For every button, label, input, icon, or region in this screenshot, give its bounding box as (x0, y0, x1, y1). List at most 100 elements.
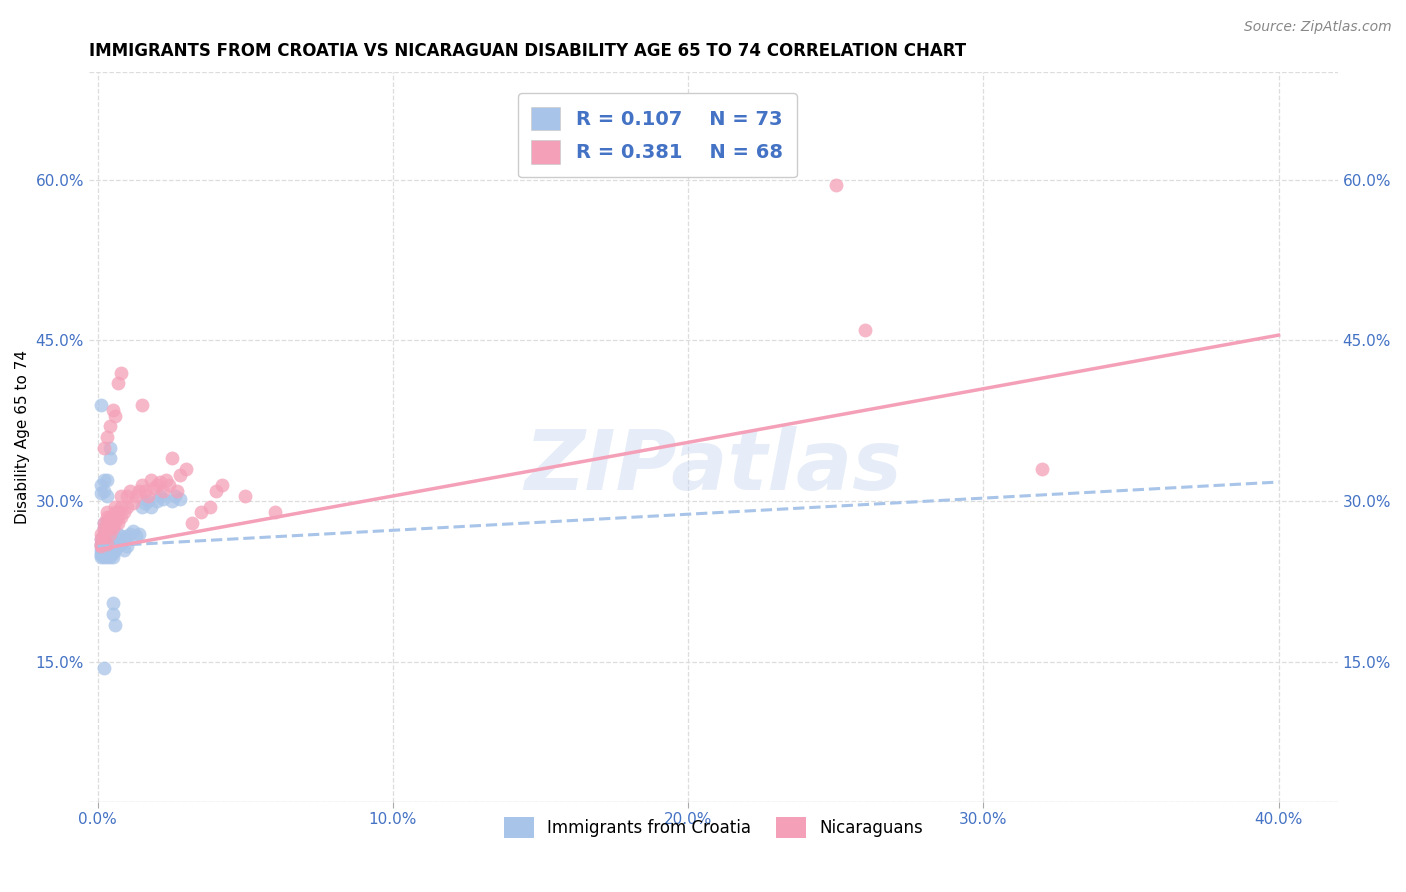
Point (112, 542, 135, 557)
Point (96, 537, 118, 551)
Point (104, 505, 127, 519)
Point (120, 483, 142, 498)
Point (107, 505, 129, 519)
Point (146, 478, 169, 492)
Point (101, 596, 124, 610)
Point (198, 500, 221, 514)
Point (96, 529, 118, 543)
Point (93, 441, 115, 455)
Text: Source: ZipAtlas.com: Source: ZipAtlas.com (1244, 20, 1392, 34)
Point (104, 500, 127, 514)
Point (98, 550, 121, 565)
Text: ZIPatlas: ZIPatlas (524, 425, 903, 507)
Point (134, 496, 156, 510)
Point (96, 521, 118, 535)
Point (117, 529, 139, 543)
Point (264, 505, 287, 519)
Point (139, 500, 162, 514)
Point (96, 473, 118, 487)
Point (90, 485, 112, 500)
Point (93, 516, 115, 530)
Point (853, 323, 876, 337)
Point (98, 532, 121, 546)
Point (110, 489, 132, 503)
Point (163, 489, 186, 503)
Point (1031, 462, 1053, 476)
Point (90, 546, 112, 560)
Point (93, 537, 115, 551)
Point (110, 500, 132, 514)
Point (176, 462, 198, 476)
Point (131, 398, 153, 412)
Point (90, 478, 112, 492)
Point (152, 483, 174, 498)
Point (107, 376, 129, 391)
Point (101, 607, 124, 621)
Point (101, 535, 124, 549)
Point (235, 489, 257, 503)
Point (160, 451, 183, 466)
Point (90, 537, 112, 551)
Point (146, 494, 169, 508)
Point (90, 542, 112, 557)
Point (90, 550, 112, 565)
Point (104, 516, 127, 530)
Point (104, 532, 127, 546)
Point (134, 483, 156, 498)
Point (96, 540, 118, 554)
Point (110, 366, 132, 380)
Point (110, 510, 132, 524)
Point (104, 542, 127, 557)
Point (122, 524, 145, 539)
Point (93, 521, 115, 535)
Point (96, 524, 118, 539)
Point (205, 483, 228, 498)
Point (90, 540, 112, 554)
Point (101, 546, 124, 560)
Point (98, 546, 121, 560)
Point (98, 521, 121, 535)
Point (125, 489, 148, 503)
Point (101, 510, 124, 524)
Point (98, 441, 121, 455)
Point (90, 540, 112, 554)
Point (96, 546, 118, 560)
Point (96, 516, 118, 530)
Point (117, 489, 139, 503)
Point (128, 483, 150, 498)
Point (149, 489, 172, 503)
Point (90, 398, 112, 412)
Point (93, 483, 115, 498)
Point (101, 403, 124, 417)
Point (96, 430, 118, 444)
Point (107, 516, 129, 530)
Point (90, 548, 112, 562)
Point (824, 178, 846, 192)
Point (139, 473, 162, 487)
Point (98, 526, 121, 541)
Point (117, 500, 139, 514)
Point (160, 494, 183, 508)
Legend: Immigrants from Croatia, Nicaraguans: Immigrants from Croatia, Nicaraguans (496, 811, 929, 845)
Point (107, 526, 129, 541)
Point (125, 529, 148, 543)
Point (96, 550, 118, 565)
Point (96, 510, 118, 524)
Point (149, 475, 172, 489)
Point (98, 516, 121, 530)
Point (98, 451, 121, 466)
Point (93, 532, 115, 546)
Point (101, 521, 124, 535)
Point (93, 550, 115, 565)
Point (98, 526, 121, 541)
Point (190, 505, 212, 519)
Point (128, 526, 150, 541)
Point (107, 532, 129, 546)
Point (90, 526, 112, 541)
Point (169, 467, 191, 482)
Point (93, 542, 115, 557)
Point (96, 540, 118, 554)
Point (101, 540, 124, 554)
Point (101, 516, 124, 530)
Point (122, 496, 145, 510)
